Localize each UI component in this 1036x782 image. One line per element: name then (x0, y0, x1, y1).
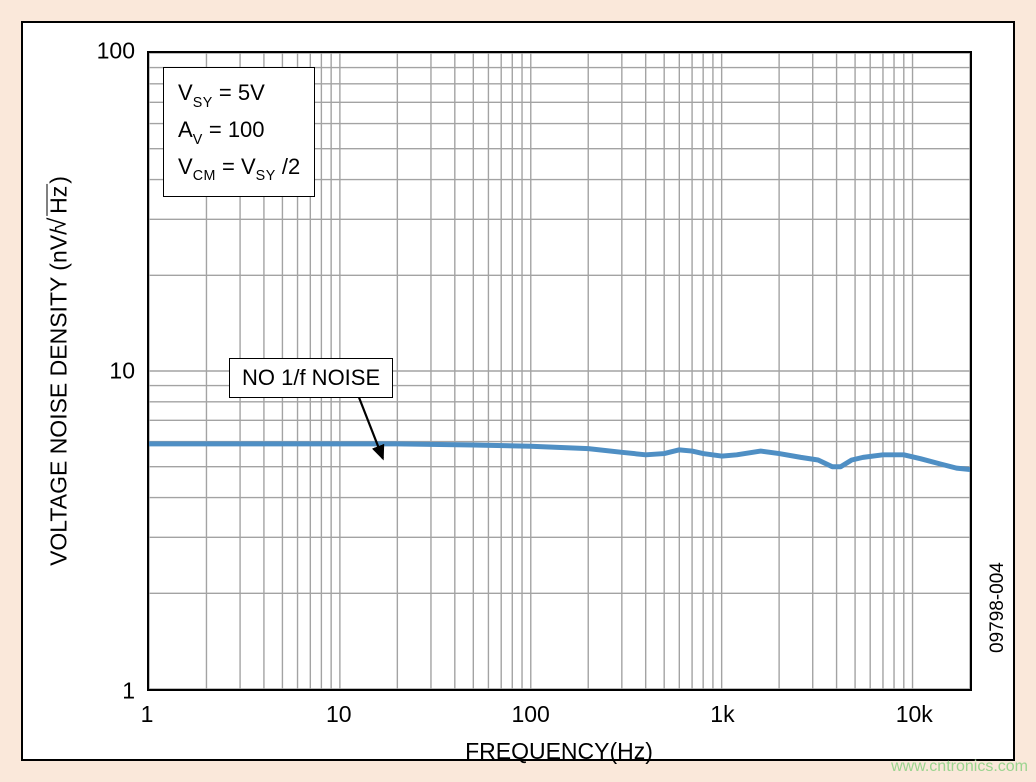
y-tick-label: 100 (75, 38, 135, 65)
y-axis-label: VOLTAGE NOISE DENSITY (nV/Hz) (46, 176, 73, 566)
chart-frame: VSY = 5V AV = 100 VCM = VSY /2 NO 1/f NO… (21, 21, 1015, 761)
condition-vcm-value: /2 (282, 154, 300, 179)
condition-av: AV = 100 (178, 113, 300, 150)
y-tick-label: 10 (75, 358, 135, 385)
x-axis-label: FREQUENCY(Hz) (465, 738, 653, 765)
annotation-no-flicker-noise: NO 1/f NOISE (229, 358, 393, 398)
plot-area: VSY = 5V AV = 100 VCM = VSY /2 NO 1/f NO… (147, 51, 972, 691)
x-tick-label: 1k (710, 701, 734, 728)
y-tick-label: 1 (75, 678, 135, 705)
conditions-box: VSY = 5V AV = 100 VCM = VSY /2 (163, 67, 315, 197)
annotation-text: NO 1/f NOISE (242, 365, 380, 390)
condition-vsy: VSY = 5V (178, 76, 300, 113)
reference-id: 09798-004 (987, 562, 1009, 653)
x-tick-label: 10 (326, 701, 352, 728)
x-tick-label: 10k (896, 701, 933, 728)
x-tick-label: 100 (511, 701, 549, 728)
condition-vsy-value: = 5V (219, 80, 265, 105)
watermark: www.cntronics.com (891, 758, 1028, 776)
x-tick-label: 1 (141, 701, 154, 728)
condition-vcm: VCM = VSY /2 (178, 150, 300, 187)
condition-av-value: = 100 (209, 117, 265, 142)
